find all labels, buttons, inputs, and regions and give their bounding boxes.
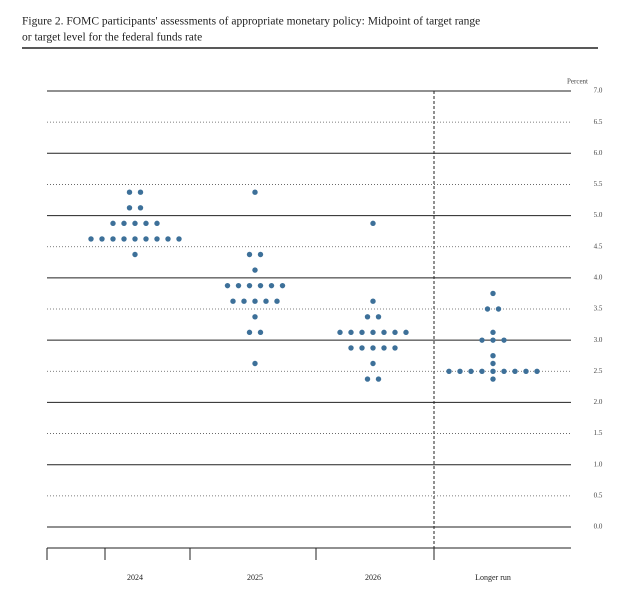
y-tick-label: 4.5 — [594, 242, 603, 250]
dot — [348, 345, 354, 351]
x-tick-label: 2025 — [247, 573, 263, 582]
dot — [512, 368, 518, 374]
chart-title: Figure 2. FOMC participants' assessments… — [22, 16, 480, 28]
y-tick-label: 7.0 — [594, 87, 603, 95]
dot — [99, 236, 105, 242]
dot — [132, 251, 138, 258]
chart-title: or target level for the federal funds ra… — [22, 32, 202, 44]
dot — [370, 345, 376, 351]
dot — [132, 236, 138, 242]
dot — [279, 282, 286, 289]
dot — [484, 306, 491, 312]
y-tick-label: 2.5 — [594, 367, 603, 375]
dot — [263, 298, 269, 304]
dot — [479, 368, 485, 374]
dot — [224, 282, 231, 289]
dot — [479, 337, 485, 343]
y-tick-label: 3.0 — [594, 336, 603, 344]
dot — [143, 236, 149, 242]
dot — [246, 251, 253, 258]
y-tick-label: 0.0 — [594, 523, 603, 531]
dot — [403, 329, 409, 336]
dot — [88, 236, 94, 242]
dot — [252, 267, 258, 273]
dot — [523, 368, 529, 374]
dot — [375, 376, 382, 382]
dot — [370, 360, 376, 367]
y-tick-label: 4.0 — [594, 273, 603, 281]
dot — [375, 314, 382, 320]
dot — [154, 236, 160, 242]
dot — [235, 282, 242, 289]
dot — [495, 306, 502, 312]
y-tick-label: 5.0 — [594, 211, 603, 219]
dot — [126, 205, 133, 211]
dot — [257, 251, 264, 258]
dot — [246, 282, 253, 289]
y-tick-label: 5.5 — [594, 180, 603, 188]
dot — [252, 298, 258, 304]
dot — [257, 282, 264, 289]
y-axis-label: Percent — [567, 78, 588, 86]
dot — [468, 368, 474, 374]
dot — [490, 290, 496, 297]
dot — [110, 220, 116, 227]
dot — [252, 314, 258, 320]
y-tick-label: 6.5 — [594, 118, 603, 126]
dot — [246, 329, 253, 336]
dot — [370, 329, 376, 336]
dot — [381, 345, 387, 351]
dot — [165, 236, 171, 242]
y-tick-label: 0.5 — [594, 491, 603, 499]
dot — [490, 368, 496, 374]
dot — [121, 236, 127, 242]
dot — [457, 368, 463, 374]
dot — [132, 220, 138, 227]
dot — [501, 337, 507, 343]
dot — [110, 236, 116, 242]
x-tick-label: Longer run — [475, 573, 511, 582]
dot — [252, 360, 258, 367]
dot — [370, 298, 376, 304]
dot — [143, 220, 149, 227]
dot — [241, 298, 247, 304]
dot — [268, 282, 275, 289]
dot — [490, 376, 496, 382]
dot — [370, 220, 376, 227]
dot — [274, 298, 280, 304]
dot — [490, 360, 496, 367]
dot — [126, 189, 133, 195]
y-tick-label: 1.0 — [594, 460, 603, 468]
dot — [359, 329, 365, 336]
dot — [176, 236, 182, 242]
dot — [230, 298, 236, 304]
x-tick-label: 2026 — [365, 573, 381, 582]
dot — [121, 220, 127, 227]
dot — [381, 329, 387, 336]
dot — [392, 345, 398, 351]
dot — [534, 368, 540, 374]
dot — [392, 329, 398, 336]
dot — [154, 220, 160, 227]
dot — [137, 205, 144, 211]
dot — [257, 329, 264, 336]
dot — [501, 368, 507, 374]
y-tick-label: 6.0 — [594, 149, 603, 157]
dot — [348, 329, 354, 336]
dot — [446, 368, 452, 374]
dot — [359, 345, 365, 351]
dot — [252, 189, 258, 195]
dot — [364, 376, 371, 382]
dot — [337, 329, 343, 336]
dot — [364, 314, 371, 320]
y-tick-label: 3.5 — [594, 305, 603, 313]
dot — [490, 337, 496, 343]
dot — [490, 329, 496, 336]
y-tick-label: 2.0 — [594, 398, 603, 406]
dot — [137, 189, 144, 195]
y-tick-label: 1.5 — [594, 429, 603, 437]
dot — [490, 353, 496, 359]
x-tick-label: 2024 — [127, 573, 143, 582]
